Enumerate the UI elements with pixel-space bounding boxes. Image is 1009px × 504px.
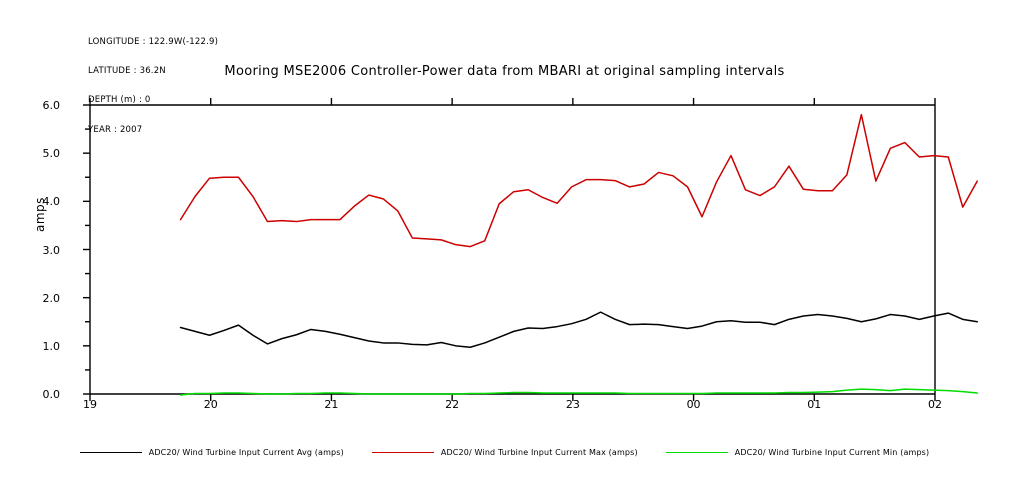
series-line-min (179, 388, 978, 396)
station-metadata: LONGITUDE : 122.9W(-122.9) LATITUDE : 36… (88, 18, 218, 145)
y-tick-label: 0.0 (42, 388, 61, 401)
x-tick-label: 21 (324, 398, 339, 411)
metadata-depth: DEPTH (m) : 0 (88, 95, 151, 106)
x-tick-label: 23 (565, 398, 580, 411)
metadata-year: YEAR : 2007 (88, 124, 143, 135)
metadata-longitude: LONGITUDE : 122.9W(-122.9) (88, 36, 219, 47)
y-tick-label: 2.0 (42, 291, 61, 305)
x-tick-label: 20 (203, 398, 218, 411)
y-tick-label: 1.0 (42, 339, 61, 353)
y-tick-label: 5.0 (42, 147, 61, 161)
series-line-max (179, 113, 978, 248)
legend-line-swatch (79, 452, 142, 453)
legend-label: ADC20/ Wind Turbine Input Current Min (a… (734, 448, 930, 457)
legend-label: ADC20/ Wind Turbine Input Current Max (a… (440, 448, 638, 457)
legend-line-swatch (665, 452, 728, 453)
x-tick-label: 00 (686, 398, 701, 411)
x-tick-label: 02 (928, 398, 942, 411)
legend-line-swatch (371, 452, 434, 453)
legend-entry[interactable]: ADC20/ Wind Turbine Input Current Min (a… (665, 448, 930, 457)
x-tick-label: 01 (807, 398, 822, 411)
y-tick-label: 3.0 (42, 243, 61, 257)
y-tick-label: 6.0 (42, 99, 61, 112)
x-tick-label: 19 (83, 398, 97, 411)
series-line-avg (179, 311, 978, 349)
chart-legend: ADC20/ Wind Turbine Input Current Avg (a… (0, 448, 1009, 457)
metadata-latitude: LATITUDE : 36.2N (88, 65, 166, 76)
y-tick-label: 4.0 (42, 195, 61, 209)
x-tick-label: 22 (445, 398, 460, 411)
legend-entry[interactable]: ADC20/ Wind Turbine Input Current Avg (a… (79, 448, 344, 457)
legend-label: ADC20/ Wind Turbine Input Current Avg (a… (148, 448, 344, 457)
legend-entry[interactable]: ADC20/ Wind Turbine Input Current Max (a… (371, 448, 638, 457)
page-title: Mooring MSE2006 Controller-Power data fr… (224, 64, 785, 79)
